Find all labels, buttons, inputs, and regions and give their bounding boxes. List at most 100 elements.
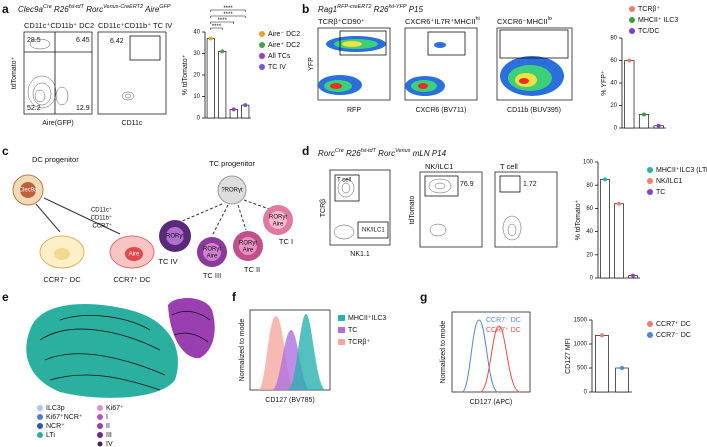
legend-label: Aire⁺ DC2 [268, 42, 300, 49]
cell-label: Aire [243, 248, 254, 254]
legend-marker [629, 6, 635, 12]
data-point [627, 58, 632, 63]
axis-label: Normalized to mode [239, 319, 246, 382]
axis-label: tdTomato⁺ [11, 56, 18, 89]
text-part: P15 [407, 5, 424, 14]
axis-label: 6.42 [110, 38, 124, 45]
text-part: Cre [335, 148, 344, 154]
bar [638, 114, 650, 129]
text-part: Aire [143, 5, 160, 14]
text-part: RFP-creERT2 [337, 4, 371, 10]
y-tick-label: 500 [577, 366, 588, 372]
heading: TC IV [158, 257, 177, 266]
cell-label: CD11b⁺ [91, 215, 112, 222]
umap-e [26, 298, 215, 447]
flow-plots-d [329, 169, 558, 248]
y-axis-label: CD127 MFI [565, 338, 572, 374]
axis-label: I [106, 414, 108, 421]
y-tick-label: 40 [193, 30, 200, 36]
cell-label: RORγt [269, 215, 287, 221]
y-axis-label: % YFP⁺ [601, 70, 608, 96]
legend-marker [647, 178, 653, 184]
axis-label: CD127 (BV785) [265, 397, 314, 404]
panel-label: f [232, 290, 237, 304]
significance-label: **** [223, 12, 233, 18]
y-tick-label: 40 [586, 229, 593, 235]
axis-label: Ki67⁺ [106, 405, 124, 412]
cell-label: CCR7⁺ [92, 223, 112, 230]
axis-label: 12.9 [76, 105, 90, 112]
panel-label: c [2, 144, 9, 158]
axis-label: II [106, 423, 110, 430]
axis-label: NK1.1 [350, 251, 370, 258]
cell-label: Aire [129, 252, 140, 258]
data-point [208, 36, 213, 41]
axis-label: CXCR6 (BV711) [416, 107, 467, 114]
axis-label: Normalized to mode [440, 321, 447, 384]
heading: CCR7⁺ DC [113, 275, 151, 284]
flow-plots-b [317, 27, 573, 101]
significance-bracket [210, 27, 223, 30]
legend-marker [647, 332, 653, 338]
legend-label: Aire⁻ DC2 [268, 31, 300, 38]
text-part: fsl-YFP [388, 4, 406, 10]
panel-label: g [420, 290, 427, 304]
data-point [220, 49, 225, 54]
heading: CXCR6⁻MHCIIlo [497, 16, 552, 26]
legend-label: CCR7⁻ DC [656, 332, 691, 339]
data-point [617, 201, 621, 206]
legend-label: TCRβ⁺ [638, 6, 660, 13]
cell-label: Clec9a [19, 188, 38, 194]
text-part: R26 [344, 149, 361, 158]
legend-label: NK/ILC1 [656, 178, 683, 185]
axis-label: 1.72 [523, 181, 537, 188]
text-part: TCRβ⁺CD90⁺ [318, 17, 365, 26]
bar [206, 38, 215, 119]
panel-title: Clec9aCre R26fsl-tdT RorcVenus-CreERT2 A… [18, 4, 171, 14]
y-axis-label: % tdTomato⁺ [575, 199, 582, 240]
y-tick-label: 20 [193, 73, 200, 79]
text-part: Clec9a [18, 5, 43, 14]
cell-label: T cell [337, 178, 351, 184]
schematic-c [12, 174, 293, 269]
legend-marker [259, 42, 265, 48]
y-tick-label: 40 [610, 81, 617, 87]
axis-label: III [106, 432, 112, 439]
y-tick-label: 1500 [574, 318, 588, 324]
significance-label: **** [218, 18, 228, 24]
panel-label: a [2, 2, 9, 16]
y-axis-label: % tdTomato⁺ [182, 54, 189, 95]
cell-label: NK/ILC1 [362, 228, 385, 234]
histogram-g [451, 311, 531, 393]
significance-bracket [210, 21, 235, 24]
legend-marker [647, 189, 653, 195]
cell-label: RORγt [239, 241, 257, 247]
heading: CCR7⁻ DC [43, 275, 81, 284]
text-part: CXCR6⁺IL7R⁺MHCII [405, 17, 475, 26]
text-part: GFP [159, 4, 171, 10]
legend-label: TC [656, 189, 665, 196]
legend-label: TC/DC [638, 28, 659, 35]
heading: TCRβ⁺CD90⁺ [318, 17, 365, 26]
panel-title: Rag1RFP-creERT2 R26fsl-YFP P15 [318, 4, 424, 14]
axis-label: tdTomato [409, 195, 416, 224]
heading: NK/ILC1 [425, 162, 453, 171]
axis-label: Aire(GFP) [42, 120, 74, 127]
data-point [642, 112, 646, 117]
y-tick-label: 20 [610, 103, 617, 109]
legend-label: MHCII⁺ILC3 (LTi) [656, 167, 707, 174]
text-part: fsl-tdT [361, 148, 377, 154]
legend-marker [259, 64, 265, 70]
panel-label: b [302, 2, 309, 16]
text-part: hi [475, 16, 479, 22]
bar [615, 367, 629, 393]
axis-label: ILC3p [46, 405, 65, 412]
text-part: Rorc [376, 149, 395, 158]
data-point [600, 333, 604, 338]
cell-label: Aire [207, 254, 218, 260]
panel-label: e [2, 290, 9, 304]
axis-label: IV [106, 441, 113, 447]
data-point [603, 177, 607, 182]
y-tick-label: 1000 [574, 342, 588, 348]
